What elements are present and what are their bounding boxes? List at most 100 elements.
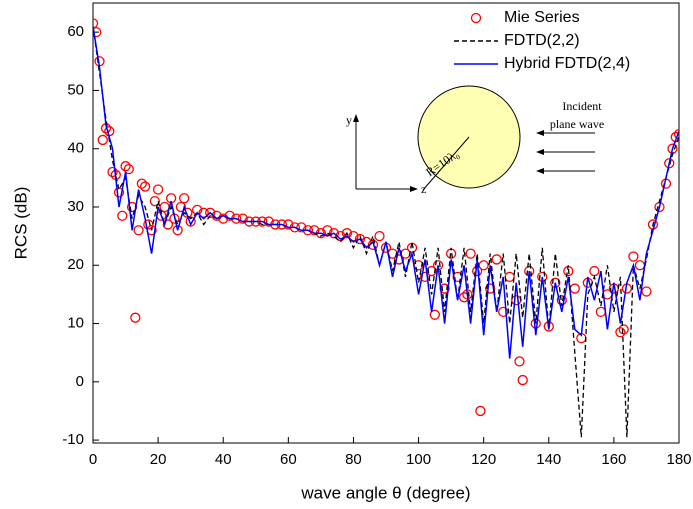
data-point xyxy=(589,265,600,277)
arrow-head xyxy=(536,149,544,155)
data-point xyxy=(107,166,118,178)
legend-label: FDTD(2,2) xyxy=(504,32,580,49)
legend-label: Hybrid FDTD(2,4) xyxy=(504,55,630,72)
data-point xyxy=(149,195,161,207)
x-tick-label: 160 xyxy=(601,451,626,468)
data-point xyxy=(478,260,489,271)
data-point xyxy=(172,225,183,236)
data-point xyxy=(218,213,229,224)
y-tick-label: 20 xyxy=(67,256,84,273)
data-point xyxy=(130,312,141,323)
data-point xyxy=(211,210,222,221)
data-point xyxy=(511,295,522,306)
legend-label: Mie Series xyxy=(504,9,580,26)
data-point xyxy=(283,219,294,230)
data-point xyxy=(296,222,307,233)
radius-line xyxy=(422,136,470,191)
data-point xyxy=(224,210,235,221)
data-point xyxy=(673,128,679,140)
y-tick-label: 60 xyxy=(67,23,84,40)
x-tick-label: 60 xyxy=(280,451,297,468)
data-point xyxy=(374,230,385,242)
data-point xyxy=(175,201,187,213)
data-point xyxy=(517,374,528,386)
series-line xyxy=(93,26,679,359)
y-tick-label: 10 xyxy=(67,314,84,331)
data-point xyxy=(504,271,515,283)
plot-area xyxy=(93,18,679,438)
data-point xyxy=(136,178,147,189)
x-tick-label: 80 xyxy=(345,451,362,468)
data-point xyxy=(615,327,626,338)
data-point xyxy=(328,228,340,239)
annotation: y xyxy=(346,113,352,127)
data-point xyxy=(348,230,359,242)
data-point xyxy=(117,210,128,221)
data-point xyxy=(628,251,639,262)
data-point xyxy=(309,225,320,236)
annotation: plane wave xyxy=(550,117,604,131)
data-point xyxy=(641,286,652,297)
arrow-head xyxy=(353,114,359,122)
legend-marker xyxy=(470,12,482,24)
data-point xyxy=(514,356,525,367)
x-tick-label: 100 xyxy=(406,451,431,468)
x-axis-label: wave angle θ (degree) xyxy=(300,483,470,502)
x-tick-label: 20 xyxy=(150,451,167,468)
x-tick-label: 0 xyxy=(89,451,97,468)
data-point xyxy=(179,193,190,204)
data-point xyxy=(143,219,154,230)
data-point xyxy=(335,230,346,242)
plot-frame xyxy=(92,2,680,444)
data-point xyxy=(367,239,379,251)
data-point xyxy=(569,283,580,294)
data-point xyxy=(192,204,203,216)
data-point xyxy=(159,201,170,213)
data-point xyxy=(322,225,333,236)
arrow-head xyxy=(536,130,544,136)
data-point xyxy=(93,18,99,29)
data-point xyxy=(341,228,353,239)
y-tick-label: 30 xyxy=(67,198,84,215)
data-point xyxy=(485,283,496,294)
data-point xyxy=(491,254,502,265)
data-point xyxy=(458,292,470,303)
x-tick-label: 180 xyxy=(666,451,691,468)
annotation: Incident xyxy=(562,99,602,113)
data-point xyxy=(152,184,164,195)
y-axis-label: RCS (dB) xyxy=(11,187,30,260)
data-point xyxy=(123,163,134,175)
inset-diagram: Incident plane wave y z R=10λ₀ xyxy=(346,85,604,196)
y-tick-label: 40 xyxy=(67,140,84,157)
data-point xyxy=(139,181,151,192)
x-tick-label: 40 xyxy=(215,451,232,468)
series-line xyxy=(93,26,679,438)
data-point xyxy=(498,306,509,318)
data-point xyxy=(237,213,248,224)
data-point xyxy=(634,260,646,271)
data-point xyxy=(475,405,486,417)
data-point xyxy=(263,216,274,227)
x-tick-label: 120 xyxy=(471,451,496,468)
data-point xyxy=(162,219,174,230)
data-point xyxy=(97,134,108,146)
y-tick-label: -10 xyxy=(62,431,84,448)
data-point xyxy=(465,248,476,259)
data-point xyxy=(205,207,216,218)
data-point xyxy=(664,158,675,169)
y-tick-label: 0 xyxy=(76,373,84,390)
data-point xyxy=(120,161,131,172)
data-point xyxy=(198,207,209,218)
data-point xyxy=(133,225,144,236)
data-point xyxy=(429,309,440,320)
data-point xyxy=(93,26,102,38)
data-point xyxy=(618,324,629,335)
x-tick-label: 140 xyxy=(536,451,561,468)
data-point xyxy=(393,254,405,265)
data-point xyxy=(595,306,607,318)
data-point xyxy=(354,233,366,245)
annotation: z xyxy=(421,182,426,196)
arrow-head xyxy=(410,186,418,192)
